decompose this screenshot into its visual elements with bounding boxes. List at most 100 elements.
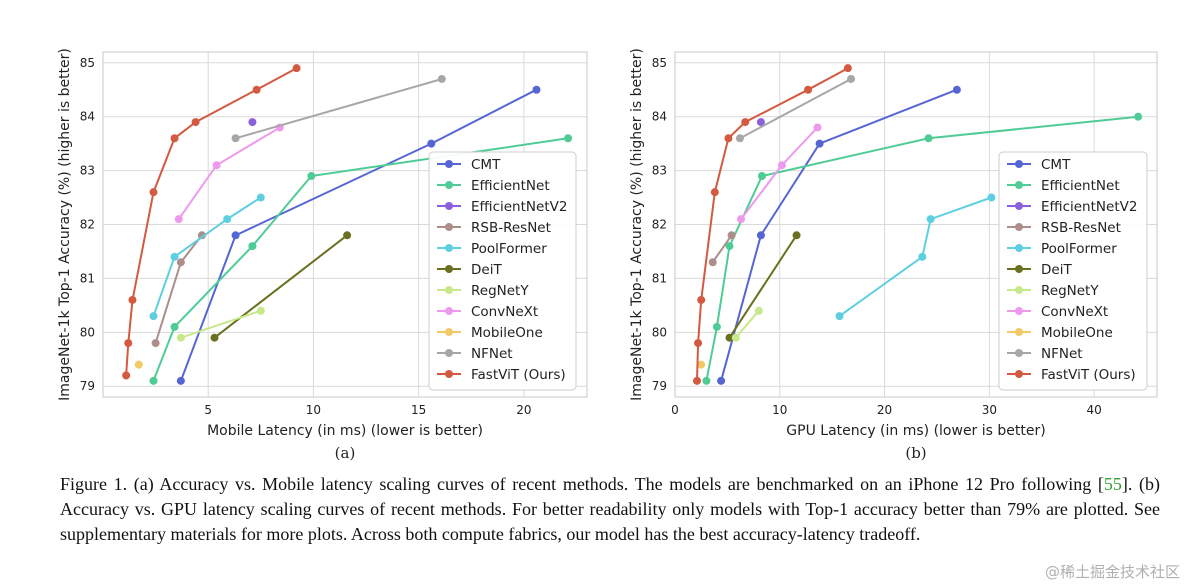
data-point-rsb-resnet (727, 231, 736, 240)
data-point-poolformer (256, 193, 265, 202)
legend-label-regnety: RegNetY (471, 283, 529, 299)
series-line-rsb-resnet (711, 234, 733, 263)
data-point-efficientnet (702, 376, 711, 385)
y-axis-label: ImageNet-1k Top-1 Accuracy (%) (higher i… (57, 48, 73, 401)
data-point-cmt (532, 85, 541, 94)
legend-label-deit: DeiT (471, 262, 502, 278)
legend-marker-poolformer (445, 244, 453, 252)
data-point-poolformer (835, 312, 844, 321)
series-line-nfnet (739, 78, 852, 140)
legend-marker-fastvit-ours (445, 370, 453, 378)
data-point-deit (343, 231, 352, 240)
data-point-fastvit-ours (724, 134, 733, 143)
data-point-convnext (212, 161, 221, 170)
data-point-fastvit-ours (252, 85, 261, 94)
legend-label-regnety: RegNetY (1041, 283, 1099, 299)
data-point-poolformer (926, 215, 935, 224)
legend-marker-convnext (1015, 307, 1023, 315)
data-point-regnety (256, 306, 265, 315)
y-tick-label: 84 (652, 110, 667, 124)
data-point-cmt (176, 376, 185, 385)
data-point-deit (792, 231, 801, 240)
data-point-efficientnet (725, 242, 734, 251)
legend-marker-rsb-resnet (1015, 223, 1023, 231)
data-point-rsb-resnet (151, 339, 160, 348)
data-point-regnety (754, 306, 763, 315)
legend-marker-regnety (445, 286, 453, 294)
x-axis-label: Mobile Latency (in ms) (lower is better) (207, 423, 483, 439)
data-point-poolformer (987, 193, 996, 202)
data-point-convnext (174, 215, 183, 224)
legend-box (428, 151, 577, 391)
data-point-cmt (815, 139, 824, 148)
legend-marker-efficientnetv2 (445, 202, 453, 210)
data-point-fastvit-ours (697, 295, 706, 304)
y-tick-label: 79 (80, 379, 95, 393)
data-point-cmt (231, 231, 240, 240)
data-point-efficientnet (307, 171, 316, 180)
legend-label-nfnet: NFNet (1041, 346, 1083, 362)
legend-label-efficientnet: EfficientNet (471, 178, 550, 194)
data-point-fastvit-ours (741, 118, 750, 127)
chart-gpu-latency: 79 80 81 82 83 84 85 0 10 20 30 40 GPU Latency (in m… (629, 48, 1158, 462)
data-point-efficientnet (1134, 112, 1143, 121)
data-point-nfnet (231, 134, 240, 143)
legend-marker-efficientnet (445, 181, 453, 189)
legend-marker-efficientnet (1015, 181, 1023, 189)
legend-label-efficientnet: EfficientNet (1041, 178, 1120, 194)
data-point-cmt (756, 231, 765, 240)
watermark: @稀土掘金技术社区 (1044, 563, 1180, 581)
legend-label-cmt: CMT (1041, 157, 1071, 173)
data-point-fastvit-ours (128, 295, 137, 304)
figure-caption: Figure 1. (a) Accuracy vs. Mobile latenc… (60, 472, 1160, 547)
data-point-cmt (952, 85, 961, 94)
data-point-convnext (813, 123, 822, 132)
legend-label-convnext: ConvNeXt (1041, 304, 1108, 320)
legend-label-mobileone: MobileOne (471, 325, 543, 341)
series-line-efficientnet (705, 115, 1139, 381)
data-point-nfnet (735, 134, 744, 143)
legend-label-nfnet: NFNet (471, 346, 513, 362)
x-tick-label: 20 (516, 403, 531, 417)
data-point-nfnet (437, 74, 446, 83)
x-axis-label: GPU Latency (in ms) (lower is better) (786, 423, 1045, 439)
legend-label-rsb-resnet: RSB-ResNet (471, 220, 551, 236)
data-point-fastvit-ours (191, 118, 200, 127)
data-point-fastvit-ours (843, 64, 852, 73)
y-tick-label: 81 (652, 271, 667, 285)
chart-mobile-latency: 79 80 81 82 83 84 85 5 10 15 20 Mobile Latency (in … (57, 48, 588, 462)
legend-marker-convnext (445, 307, 453, 315)
legend-box (998, 151, 1148, 391)
legend-marker-cmt (1015, 160, 1023, 168)
data-point-regnety (731, 333, 740, 342)
legend-marker-regnety (1015, 286, 1023, 294)
legend-label-efficientnetv2: EfficientNetV2 (1041, 199, 1137, 215)
legend-marker-nfnet (1015, 349, 1023, 357)
data-point-poolformer (918, 252, 927, 261)
x-tick-label: 0 (671, 403, 679, 417)
data-point-efficientnet (248, 242, 257, 251)
data-point-cmt (717, 376, 726, 385)
legend-marker-cmt (445, 160, 453, 168)
data-point-efficientnetv2 (756, 118, 765, 127)
x-tick-label: 10 (306, 403, 321, 417)
y-tick-label: 80 (652, 325, 667, 339)
data-point-efficientnet (564, 134, 573, 143)
series-line-fastvit-ours (696, 67, 849, 381)
data-point-rsb-resnet (708, 258, 717, 267)
data-point-fastvit-ours (804, 85, 813, 94)
series-line-deit (213, 234, 348, 339)
y-tick-label: 83 (80, 164, 95, 178)
legend-label-efficientnetv2: EfficientNetV2 (471, 199, 567, 215)
y-tick-label: 83 (652, 164, 667, 178)
legend-marker-fastvit-ours (1015, 370, 1023, 378)
plot-frame (674, 51, 1158, 398)
y-tick-label: 81 (80, 271, 95, 285)
data-point-convnext (777, 161, 786, 170)
data-point-efficientnet (170, 322, 179, 331)
series-line-cmt (179, 88, 537, 382)
caption-reference-link[interactable]: 55 (1103, 474, 1122, 494)
data-point-efficientnet (149, 376, 158, 385)
legend-label-rsb-resnet: RSB-ResNet (1041, 220, 1121, 236)
legend-marker-nfnet (445, 349, 453, 357)
